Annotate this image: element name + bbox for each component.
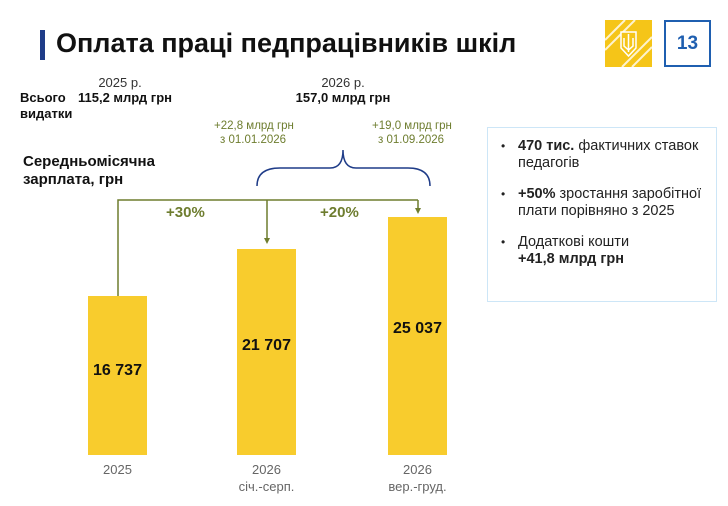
info-item-1: 470 тис. фактичних ставок педагогів [498,138,708,172]
bar-0 [88,295,147,455]
info-item-3-bold: +41,8 млрд грн [518,251,625,267]
growth-2: +20% [320,204,359,221]
category-label: 2025 [103,462,132,477]
year-2025-label: 2025 р. [98,75,142,90]
page-number: 13 [664,20,711,67]
year-2026-label: 2026 р. [321,75,365,90]
info-item-1-bold: 470 тис. [518,138,575,154]
total-2026-value: 157,0 млрд грн [295,90,391,105]
info-item-1-text: фактичних ставок педагогів [518,138,699,171]
arrow-head-1 [264,238,270,244]
category-label: 2026 січ.-серп. [238,462,295,494]
addition-1-amount: +22,8 млрд грн [214,120,294,132]
category-label: 2026 вер.-груд. [388,462,447,494]
addition-1-date: з 01.01.2026 [220,134,287,146]
addition-2: +19,0 млрд грн з 01.09.2026 [372,119,452,147]
total-row-label: Всього видатки [20,90,73,121]
addition-1: +22,8 млрд грн з 01.01.2026 [214,119,294,147]
addition-2-amount: +19,0 млрд грн [372,120,452,132]
brace [256,149,431,187]
page-title: Оплата праці педпрацівників шкіл [56,28,517,58]
info-item-3-text: Додаткові кошти [518,234,630,250]
bar-value-label: 16 737 [93,361,142,379]
trident-logo [604,19,653,68]
bar-value-label: 21 707 [242,336,291,354]
growth-1: +30% [166,204,205,221]
bar-2 [388,217,447,455]
info-box: 470 тис. фактичних ставок педагогів +50%… [487,127,717,302]
info-item-2-text: зростання заробітної плати порівняно з 2… [518,186,702,219]
arrow-head-2 [415,208,421,214]
addition-2-date: з 01.09.2026 [378,134,445,146]
bar-1 [237,248,296,455]
chart-ylabel: Середньомісячна зарплата, грн [23,153,155,188]
bar-value-label: 25 037 [393,319,442,337]
info-item-2: +50% зростання заробітної плати порівнян… [498,186,708,220]
info-item-3: Додаткові кошти +41,8 млрд грн [498,234,708,268]
info-item-2-bold: +50% [518,186,556,202]
title-accent-bar [40,30,45,60]
total-2025-value: 115,2 млрд грн [78,90,172,105]
